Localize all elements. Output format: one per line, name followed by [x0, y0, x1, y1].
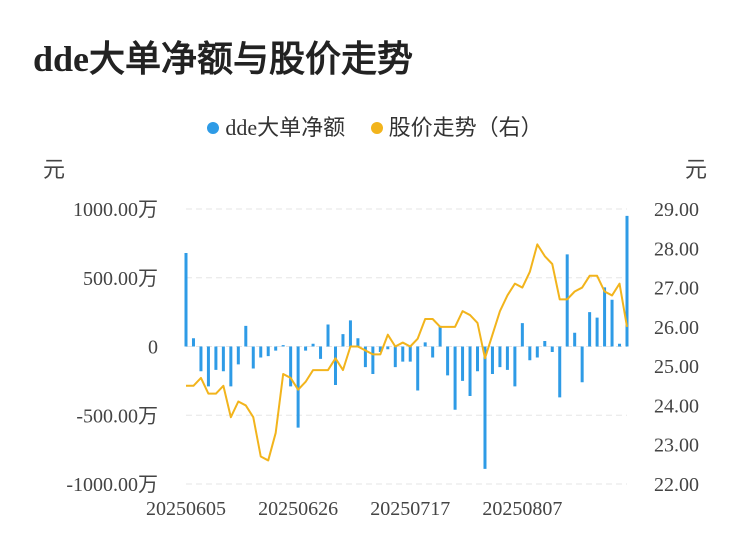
right-axis-unit: 元: [685, 157, 707, 182]
dde-bar: [341, 334, 345, 347]
dde-bar: [371, 346, 375, 374]
dde-bar: [513, 346, 517, 387]
dde-bar: [244, 325, 248, 347]
dde-bar: [356, 338, 360, 347]
x-tick-label: 20250626: [258, 498, 338, 520]
chart-title: dde大单净额与股价走势: [33, 39, 414, 79]
dde-bar: [565, 254, 569, 347]
legend-dot-dde: [207, 121, 220, 134]
dde-bar: [483, 346, 487, 469]
right-tick-label: 29.00: [654, 199, 699, 221]
left-tick-label: 1000.00万: [73, 199, 158, 221]
dde-bar: [229, 346, 233, 387]
legend-dot-price: [370, 121, 383, 134]
dde-bar: [304, 346, 308, 351]
dde-bar: [408, 346, 412, 362]
dde-bar: [550, 346, 554, 352]
dde-bar: [431, 346, 435, 358]
dde-bar: [490, 346, 494, 374]
right-tick-label: 28.00: [654, 238, 699, 260]
dde-bar: [333, 346, 337, 385]
legend-label-dde: dde大单净额: [225, 115, 346, 140]
left-tick-label: 0: [148, 337, 158, 359]
dde-bar: [603, 287, 607, 347]
dde-bar: [423, 342, 427, 347]
right-tick-label: 25.00: [654, 356, 699, 378]
dde-bar: [401, 346, 405, 362]
dde-bar: [214, 346, 218, 370]
dde-bar: [251, 346, 255, 369]
dde-bar: [446, 346, 450, 376]
legend-item-price[interactable]: 股价走势（右）: [370, 110, 543, 142]
dde-bar: [543, 341, 547, 347]
dde-bar: [326, 324, 330, 347]
left-tick-label: -500.00万: [76, 405, 158, 427]
right-axis: 29.00 28.00 27.00 26.00 25.00 24.00 23.00 22.00: [654, 199, 699, 496]
dde-bar: [416, 346, 420, 391]
dde-bar: [453, 346, 457, 410]
dde-bar: [580, 346, 584, 383]
dde-bar: [319, 346, 323, 359]
left-axis-unit: 元: [43, 157, 65, 182]
dde-bar: [505, 346, 509, 370]
left-axis: 1000.00万 500.00万 0 -500.00万 -1000.00万: [66, 199, 158, 496]
x-axis: 20250605 20250626 20250717 20250807: [146, 498, 562, 520]
dde-bar: [468, 346, 472, 396]
dde-bar: [535, 346, 539, 358]
dde-bar-series: [184, 215, 629, 469]
dde-bar: [289, 346, 293, 387]
legend: dde大单净额 股价走势（右）: [0, 110, 750, 142]
left-tick-label: -1000.00万: [66, 474, 158, 496]
dde-bar: [610, 299, 614, 347]
dde-bar: [184, 253, 188, 347]
dde-bar: [199, 346, 203, 372]
dde-bar: [363, 346, 367, 368]
dde-bar: [221, 346, 225, 372]
right-tick-label: 26.00: [654, 317, 699, 339]
x-tick-label: 20250717: [370, 498, 450, 520]
dde-bar: [296, 346, 300, 428]
dde-bar: [259, 346, 263, 358]
dde-bar: [625, 215, 629, 347]
dde-bar: [528, 346, 532, 361]
left-tick-label: 500.00万: [83, 268, 158, 290]
dde-bar: [588, 312, 592, 347]
dde-bar: [206, 346, 210, 387]
dde-bar: [461, 346, 465, 381]
dde-bar: [393, 346, 397, 368]
dde-bar: [558, 346, 562, 398]
right-tick-label: 22.00: [654, 474, 699, 496]
legend-label-price: 股价走势（右）: [388, 115, 543, 140]
price-line-series: [186, 243, 628, 462]
dde-bar: [236, 346, 240, 365]
right-tick-label: 27.00: [654, 278, 699, 300]
dde-bar: [618, 343, 622, 347]
dde-bar: [386, 346, 390, 350]
dde-bar: [281, 345, 285, 347]
dde-bar: [311, 343, 315, 347]
legend-item-dde[interactable]: dde大单净额: [207, 110, 345, 142]
dde-bar: [191, 338, 195, 347]
dde-bar: [476, 346, 480, 372]
dde-bar: [520, 323, 524, 347]
right-tick-label: 24.00: [654, 395, 699, 417]
x-tick-label: 20250807: [482, 498, 562, 520]
x-tick-label: 20250605: [146, 498, 226, 520]
dde-bar: [573, 332, 577, 347]
dde-bar: [595, 317, 599, 347]
dde-bar: [266, 346, 270, 357]
dde-bar: [274, 346, 278, 351]
dde-bar: [348, 320, 352, 347]
right-tick-label: 23.00: [654, 435, 699, 457]
dde-bar: [498, 346, 502, 368]
price-line: [186, 243, 628, 462]
dde-bar: [378, 346, 382, 352]
dde-bar: [438, 325, 442, 347]
